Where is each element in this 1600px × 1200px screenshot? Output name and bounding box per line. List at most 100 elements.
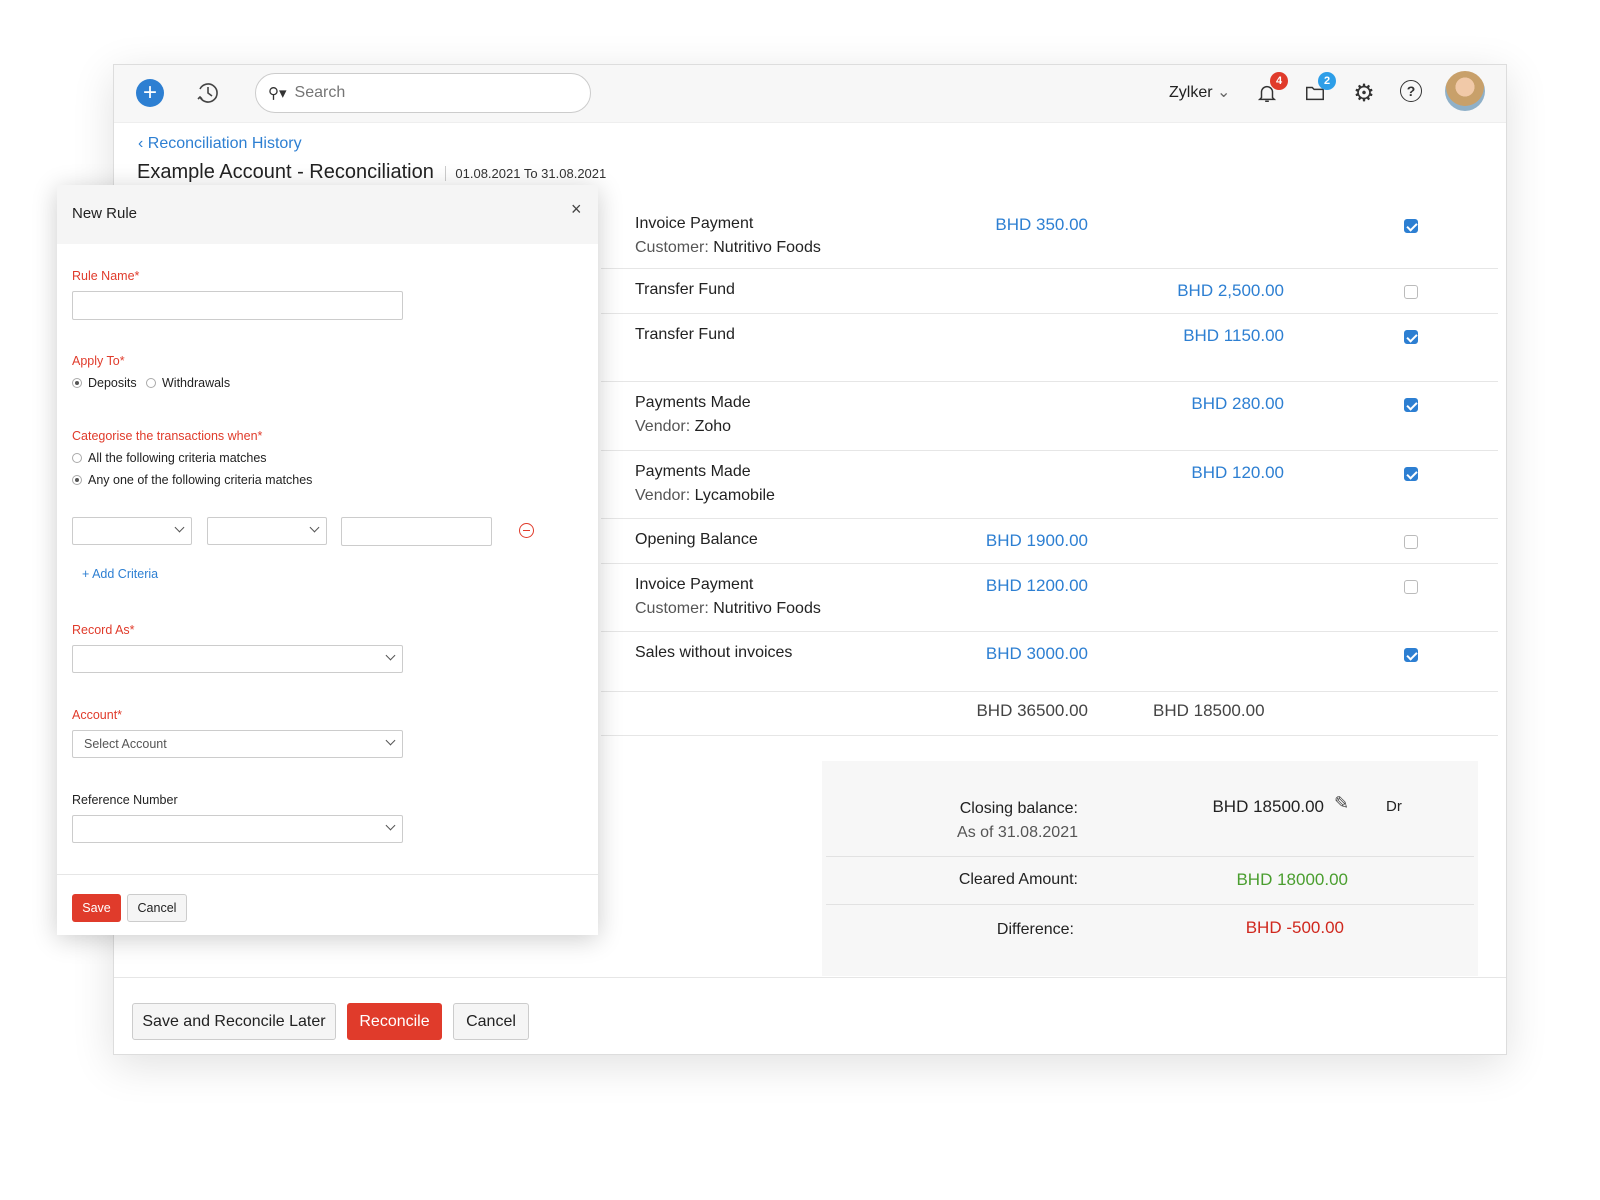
chevron-down-icon xyxy=(385,820,396,831)
chevron-down-icon: ⌄ xyxy=(1217,84,1231,101)
clear-checkbox[interactable] xyxy=(1404,285,1418,299)
radio-withdrawals[interactable]: Withdrawals xyxy=(146,376,230,390)
chevron-down-icon xyxy=(309,522,320,533)
transaction-row: Transfer Fund BHD 2,500.00 xyxy=(601,269,1498,314)
help-icon[interactable]: ? xyxy=(1400,80,1422,102)
difference-row: Difference: BHD -500.00 xyxy=(822,905,1470,965)
transaction-title: Opening Balance xyxy=(635,531,758,548)
clear-checkbox[interactable] xyxy=(1404,535,1418,549)
page-title-text: Example Account - Reconciliation xyxy=(137,161,434,183)
org-name: Zylker xyxy=(1169,84,1213,101)
back-to-reconciliation-history[interactable]: ‹ Reconciliation History xyxy=(138,135,302,153)
search-icon: ⚲▾ xyxy=(268,85,287,102)
withdrawal-amount: BHD 2,500.00 xyxy=(1177,281,1284,300)
cleared-amount-value: BHD 18000.00 xyxy=(1236,870,1348,889)
clear-checkbox[interactable] xyxy=(1404,580,1418,594)
transaction-row: Invoice Payment Customer: Nutritivo Foods… xyxy=(601,203,1498,269)
record-as-select[interactable] xyxy=(72,645,403,673)
radio-deposits[interactable]: Deposits xyxy=(72,376,137,390)
transaction-title: Transfer Fund xyxy=(635,281,735,298)
clear-checkbox[interactable] xyxy=(1404,467,1418,481)
transaction-row: Payments Made Vendor: Zoho BHD 280.00 xyxy=(601,382,1498,451)
transaction-description: Payments Made Vendor: Lycamobile xyxy=(635,463,775,505)
cleared-amount-label: Cleared Amount: xyxy=(958,871,1078,888)
rule-save-button[interactable]: Save xyxy=(72,894,121,922)
criteria-value-input[interactable] xyxy=(341,517,492,546)
add-criteria-link[interactable]: + Add Criteria xyxy=(82,567,159,581)
closing-balance-value: BHD 18500.00 xyxy=(1212,797,1324,816)
files-badge: 2 xyxy=(1318,72,1336,90)
cancel-button[interactable]: Cancel xyxy=(453,1003,529,1040)
search-bar[interactable]: ⚲▾ xyxy=(255,73,591,113)
bell-icon xyxy=(1257,85,1277,102)
transaction-description: Sales without invoices xyxy=(635,644,792,662)
radio-dot xyxy=(146,378,156,388)
divider xyxy=(114,977,1506,978)
transaction-description: Transfer Fund xyxy=(635,281,735,299)
transaction-description: Invoice Payment Customer: Nutritivo Foods xyxy=(635,215,821,257)
new-rule-modal: New Rule × Rule Name* Apply To* Deposits… xyxy=(57,185,598,935)
transaction-title: Invoice Payment xyxy=(635,215,754,232)
deposit-amount: BHD 1900.00 xyxy=(985,531,1088,550)
divider xyxy=(57,874,598,875)
total-withdrawals: BHD 18500.00 xyxy=(1153,701,1265,720)
criteria-field-select[interactable] xyxy=(72,517,192,545)
difference-value: BHD -500.00 xyxy=(1245,918,1344,937)
files-button[interactable]: 2 xyxy=(1302,72,1336,106)
transaction-title: Transfer Fund xyxy=(635,326,735,343)
page-title: Example Account - Reconciliation 01.08.2… xyxy=(137,161,607,184)
transaction-title: Payments Made xyxy=(635,463,751,480)
account-placeholder: Select Account xyxy=(84,737,167,751)
search-input[interactable] xyxy=(294,84,555,102)
transaction-row: Sales without invoices BHD 3000.00 xyxy=(601,632,1498,692)
clear-checkbox[interactable] xyxy=(1404,398,1418,412)
deposit-amount: BHD 1200.00 xyxy=(985,576,1088,595)
notifications-badge: 4 xyxy=(1270,72,1288,90)
top-bar: + ⚲▾ Zylker ⌄ 4 2 ⚙ ? xyxy=(114,65,1506,123)
divider xyxy=(601,735,1498,736)
settings-gear-icon[interactable]: ⚙ xyxy=(1353,79,1375,107)
clear-checkbox[interactable] xyxy=(1404,648,1418,662)
save-and-reconcile-later-button[interactable]: Save and Reconcile Later xyxy=(132,1003,336,1040)
withdrawal-amount: BHD 280.00 xyxy=(1191,394,1284,413)
date-range: 01.08.2021 To 31.08.2021 xyxy=(445,166,607,181)
account-select[interactable]: Select Account xyxy=(72,730,403,758)
transaction-description: Invoice Payment Customer: Nutritivo Foods xyxy=(635,576,821,618)
transaction-row: Invoice Payment Customer: Nutritivo Foods… xyxy=(601,564,1498,632)
radio-all-criteria[interactable]: All the following criteria matches xyxy=(72,451,267,465)
transaction-row: Transfer Fund BHD 1150.00 xyxy=(601,314,1498,382)
remove-criteria-icon[interactable] xyxy=(519,523,534,538)
radio-dot xyxy=(72,378,82,388)
radio-dot xyxy=(72,475,82,485)
radio-any-criteria[interactable]: Any one of the following criteria matche… xyxy=(72,473,312,487)
transaction-party: Customer: Nutritivo Foods xyxy=(635,600,821,617)
breadcrumb-label: Reconciliation History xyxy=(147,135,302,152)
transaction-description: Payments Made Vendor: Zoho xyxy=(635,394,751,436)
difference-label: Difference: xyxy=(996,921,1074,938)
transaction-title: Invoice Payment xyxy=(635,576,754,593)
closing-date: As of 31.08.2021 xyxy=(957,824,1078,841)
recent-history-icon[interactable] xyxy=(194,79,222,107)
close-icon[interactable]: × xyxy=(571,199,582,219)
transaction-party: Customer: Nutritivo Foods xyxy=(635,239,821,256)
withdrawal-amount: BHD 120.00 xyxy=(1191,463,1284,482)
rule-cancel-button[interactable]: Cancel xyxy=(127,894,187,922)
apply-to-label: Apply To* xyxy=(72,354,125,368)
deposit-amount: BHD 3000.00 xyxy=(985,644,1088,663)
reconcile-button[interactable]: Reconcile xyxy=(347,1003,442,1040)
rule-name-input[interactable] xyxy=(72,291,403,320)
closing-balance-label: Closing balance: As of 31.08.2021 xyxy=(957,797,1078,845)
reference-number-select[interactable] xyxy=(72,815,403,843)
withdrawal-amount: BHD 1150.00 xyxy=(1183,326,1284,345)
org-switcher[interactable]: Zylker ⌄ xyxy=(1169,82,1230,102)
cleared-amount-row: Cleared Amount: BHD 18000.00 xyxy=(826,857,1474,905)
clear-checkbox[interactable] xyxy=(1404,219,1418,233)
user-avatar[interactable] xyxy=(1445,71,1485,111)
notifications-button[interactable]: 4 xyxy=(1254,72,1288,106)
reconciliation-summary: Closing balance: As of 31.08.2021 BHD 185… xyxy=(822,761,1478,976)
edit-pencil-icon[interactable]: ✎ xyxy=(1334,793,1350,813)
categorise-label: Categorise the transactions when* xyxy=(72,429,263,443)
criteria-comparator-select[interactable] xyxy=(207,517,327,545)
clear-checkbox[interactable] xyxy=(1404,330,1418,344)
add-new-icon[interactable]: + xyxy=(136,79,164,107)
